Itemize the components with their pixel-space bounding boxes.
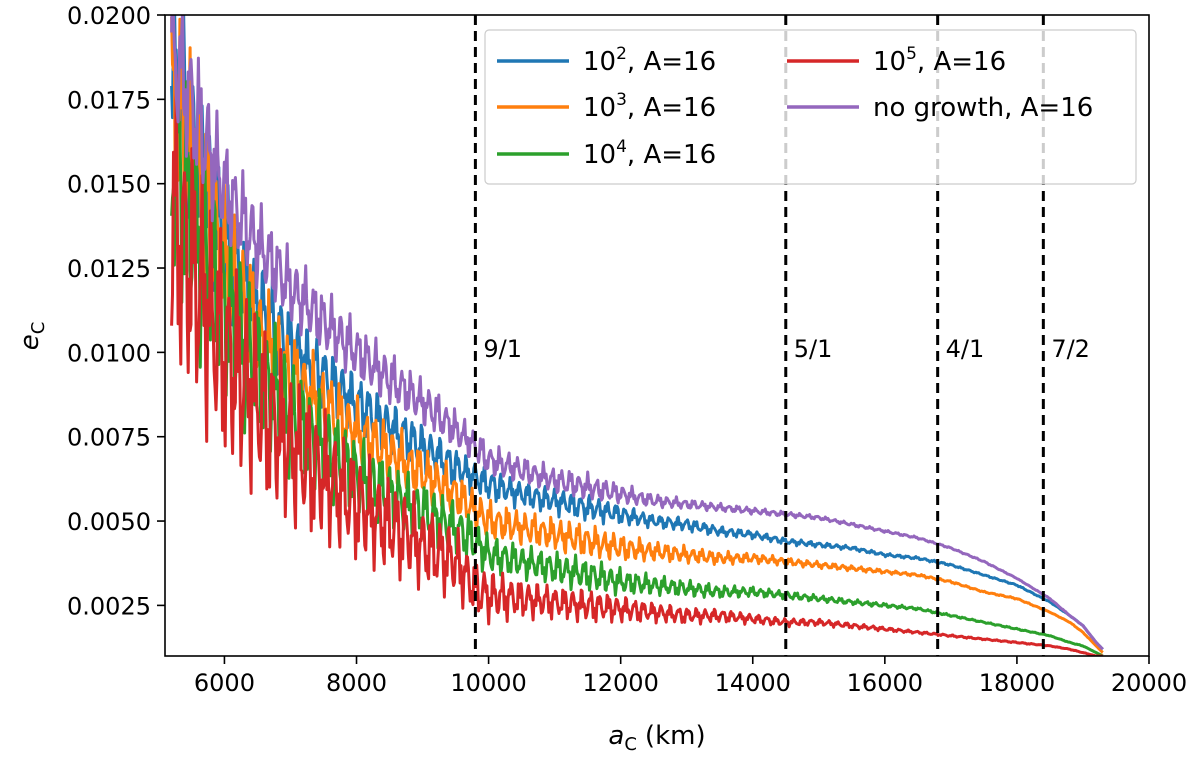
series-line-0 [170,15,1105,651]
resonance-label-3: 7/2 [1051,335,1090,363]
legend-label-1e3: 103, A=16 [583,90,716,123]
x-axis-label: aC (km) [608,721,705,755]
y-tick-label: 0.0100 [67,339,151,367]
y-axis-label: eC [15,322,49,351]
series-line-4 [170,15,1105,651]
y-tick-label: 0.0075 [67,424,151,452]
y-tick-label: 0.0025 [67,592,151,620]
x-tick-label: 6000 [194,669,255,697]
series-layer [170,15,1105,656]
y-tick-label: 0.0200 [67,2,151,30]
legend-label-1e2: 102, A=16 [583,44,716,77]
x-tick-label: 16000 [847,669,923,697]
y-tick-label: 0.0175 [67,86,151,114]
plot-frame [164,14,1150,657]
resonance-label-0: 9/1 [483,335,522,363]
x-tick-label: 8000 [326,669,387,697]
legend: 102, A=16 103, A=16 104, A=16 105, A=16 … [484,29,1137,185]
legend-label-1e5: 105, A=16 [873,44,1006,77]
x-tick-label: 10000 [450,669,526,697]
legend-label-no-growth: no growth, A=16 [873,93,1093,123]
x-tick-label: 12000 [582,669,658,697]
resonance-label-2: 4/1 [946,335,985,363]
x-tick-label: 20000 [1111,669,1187,697]
y-tick-label: 0.0150 [67,171,151,199]
x-tick-label: 18000 [979,669,1055,697]
resonance-label-1: 5/1 [794,335,833,363]
series-line-3 [170,73,1105,656]
resonance-layer: 9/1 5/1 4/1 7/2 [473,15,1090,656]
y-axis: 0.0025 0.0050 0.0075 0.0100 0.0125 0.0150 0.01… [67,2,165,620]
x-tick-label: 14000 [715,669,791,697]
y-tick-label: 0.0050 [67,508,151,536]
legend-label-1e4: 104, A=16 [583,137,716,170]
x-axis: 6000 8000 10000 12000 14000 16000 18000 20000 [194,656,1187,697]
y-tick-label: 0.0125 [67,255,151,283]
